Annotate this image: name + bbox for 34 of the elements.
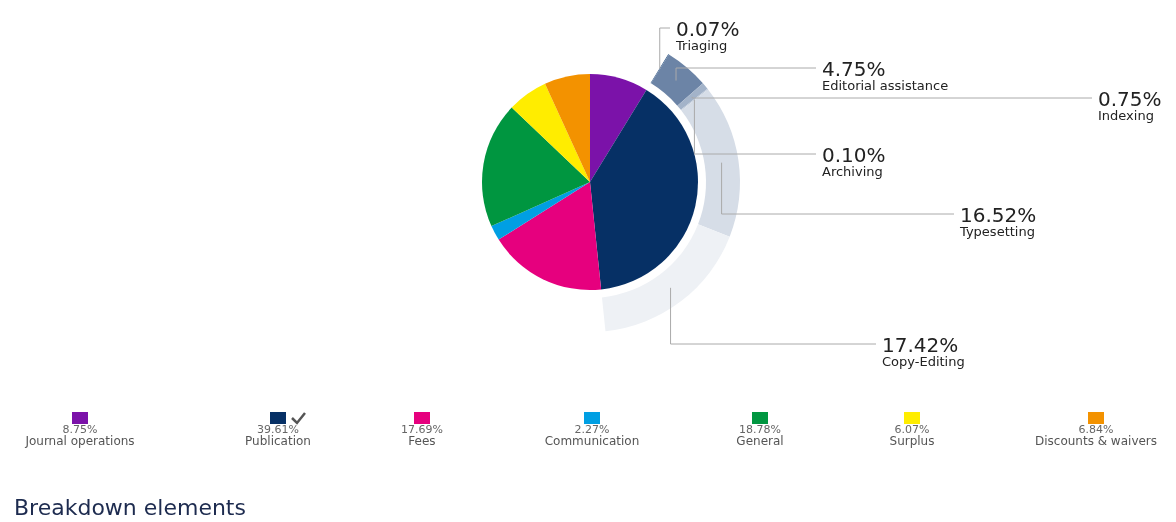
slice-label: Indexing [1098, 108, 1154, 123]
legend-label: Surplus [889, 434, 935, 448]
text: Breakdown elements [14, 495, 246, 520]
data-label: 17.42% [882, 333, 959, 357]
pie-slice [491, 182, 590, 240]
legend-label: Publication [245, 434, 311, 448]
data-label: 8.75% [62, 423, 98, 436]
data-label: 4.75% [822, 57, 886, 81]
data-label: 6.07% [894, 423, 930, 436]
data-label: 16.52% [960, 203, 1037, 227]
data-label: 17.69% [401, 423, 443, 436]
data-label: 39.61% [257, 423, 299, 436]
legend-label: Journal operations [24, 434, 135, 448]
slice-label: Copy-Editing [882, 354, 965, 369]
pie-slice [498, 182, 602, 290]
pie-slice [511, 83, 590, 182]
pie-slice [590, 89, 698, 290]
slice-label: Editorial assistance [822, 78, 949, 93]
legend-label: General [736, 434, 784, 448]
data-label: 6.84% [1078, 423, 1114, 436]
pie-slice [545, 74, 590, 182]
pie-slice [590, 74, 647, 182]
pie-slice [482, 107, 590, 227]
data-label: 18.78% [739, 423, 781, 436]
data-label: 0.10% [822, 143, 886, 167]
data-label: 0.75% [1098, 87, 1162, 111]
legend-label: Fees [408, 434, 436, 448]
data-label: 2.27% [574, 423, 610, 436]
legend-label: Discounts & waivers [1034, 434, 1158, 448]
data-label: 0.07% [676, 17, 740, 41]
slice-label: Archiving [822, 164, 883, 179]
slice-label: Typesetting [959, 224, 1035, 239]
slice-label: Triaging [675, 38, 728, 53]
legend-label: Communication [544, 434, 640, 448]
